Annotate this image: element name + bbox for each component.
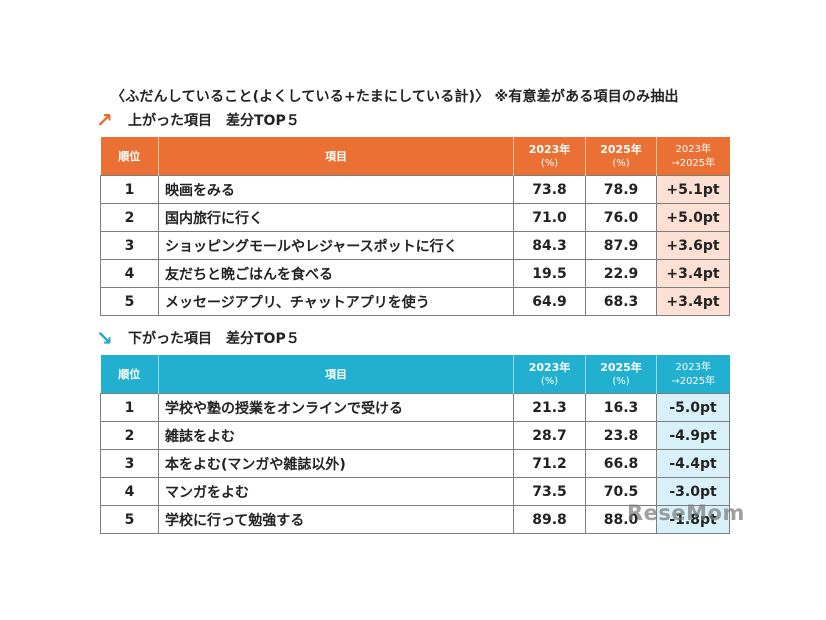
section-heading-down: ↘ 下がった項目 差分TOP５ (96, 326, 300, 350)
header-2025: 2025年 (%) (585, 355, 657, 394)
header-rank: 順位 (100, 137, 159, 176)
table-row: 3 ショッピングモールやレジャースポットに行く 84.3 87.9 +3.6pt (100, 231, 730, 260)
item-cell: 映画をみる (158, 175, 514, 204)
rank-cell: 2 (100, 421, 159, 450)
rank-cell: 1 (100, 175, 159, 204)
item-cell: 学校や塾の授業をオンラインで受ける (158, 393, 514, 422)
value-2023-cell: 21.3 (513, 393, 586, 422)
value-2025-cell: 23.8 (585, 421, 657, 450)
table-row: 4 友だちと晩ごはんを食べる 19.5 22.9 +3.4pt (100, 259, 730, 288)
header-diff: 2023年 →2025年 (656, 137, 730, 176)
header-item: 項目 (158, 355, 514, 394)
section-heading-up: ↗ 上がった項目 差分TOP５ (96, 108, 300, 132)
value-2025-cell: 87.9 (585, 231, 657, 260)
rank-cell: 4 (100, 477, 159, 506)
page-title: 〈ふだんしていること(よくしている+たまにしている計)〉 ※有意差がある項目のみ… (111, 89, 679, 105)
header-2025: 2025年 (%) (585, 137, 657, 176)
header-item: 項目 (158, 137, 514, 176)
diff-cell: -4.4pt (656, 449, 730, 478)
value-2025-cell: 22.9 (585, 259, 657, 288)
value-2025-cell: 68.3 (585, 287, 657, 316)
value-2023-cell: 84.3 (513, 231, 586, 260)
header-2023: 2023年 (%) (513, 355, 586, 394)
table-row: 4 マンガをよむ 73.5 70.5 -3.0pt (100, 477, 730, 506)
section-title-up: 上がった項目 差分TOP５ (128, 113, 300, 129)
header-2023: 2023年 (%) (513, 137, 586, 176)
value-2023-cell: 71.0 (513, 203, 586, 232)
item-cell: メッセージアプリ、チャットアプリを使う (158, 287, 514, 316)
table-row: 1 映画をみる 73.8 78.9 +5.1pt (100, 175, 730, 204)
rank-cell: 3 (100, 231, 159, 260)
table-row: 3 本をよむ(マンガや雑誌以外) 71.2 66.8 -4.4pt (100, 449, 730, 478)
item-cell: 雑誌をよむ (158, 421, 514, 450)
item-cell: 本をよむ(マンガや雑誌以外) (158, 449, 514, 478)
diff-cell: +5.1pt (656, 175, 730, 204)
value-2023-cell: 73.5 (513, 477, 586, 506)
item-cell: 学校に行って勉強する (158, 505, 514, 534)
diff-cell: +3.6pt (656, 231, 730, 260)
item-cell: 国内旅行に行く (158, 203, 514, 232)
rank-cell: 4 (100, 259, 159, 288)
section-title-down: 下がった項目 差分TOP５ (128, 331, 300, 347)
table-row: 5 メッセージアプリ、チャットアプリを使う 64.9 68.3 +3.4pt (100, 287, 730, 316)
rank-cell: 5 (100, 505, 159, 534)
value-2023-cell: 89.8 (513, 505, 586, 534)
table-up: 順位 項目 2023年 (%) 2025年 (%) 2023年 →2025年 1 映画を… (100, 137, 730, 316)
value-2025-cell: 78.9 (585, 175, 657, 204)
value-2025-cell: 76.0 (585, 203, 657, 232)
item-cell: ショッピングモールやレジャースポットに行く (158, 231, 514, 260)
value-2023-cell: 28.7 (513, 421, 586, 450)
table-header-row: 順位 項目 2023年 (%) 2025年 (%) 2023年 →2025年 (100, 355, 730, 394)
diff-cell: -3.0pt (656, 477, 730, 506)
rank-cell: 3 (100, 449, 159, 478)
rank-cell: 5 (100, 287, 159, 316)
value-2025-cell: 66.8 (585, 449, 657, 478)
diff-cell: -5.0pt (656, 393, 730, 422)
table-down: 順位 項目 2023年 (%) 2025年 (%) 2023年 →2025年 1 学校や… (100, 355, 730, 534)
rank-cell: 2 (100, 203, 159, 232)
arrow-down-right-icon: ↘ (96, 326, 113, 350)
watermark-logo: ReseMom (627, 501, 745, 525)
table-row: 5 学校に行って勉強する 89.8 88.0 -1.8pt (100, 505, 730, 534)
table-row: 2 国内旅行に行く 71.0 76.0 +5.0pt (100, 203, 730, 232)
table-row: 2 雑誌をよむ 28.7 23.8 -4.9pt (100, 421, 730, 450)
value-2023-cell: 71.2 (513, 449, 586, 478)
rank-cell: 1 (100, 393, 159, 422)
diff-cell: -1.8pt (656, 505, 730, 534)
arrow-up-right-icon: ↗ (96, 108, 113, 132)
item-cell: マンガをよむ (158, 477, 514, 506)
table-row: 1 学校や塾の授業をオンラインで受ける 21.3 16.3 -5.0pt (100, 393, 730, 422)
diff-cell: +5.0pt (656, 203, 730, 232)
value-2023-cell: 64.9 (513, 287, 586, 316)
diff-cell: -4.9pt (656, 421, 730, 450)
header-diff: 2023年 →2025年 (656, 355, 730, 394)
value-2025-cell: 16.3 (585, 393, 657, 422)
value-2023-cell: 73.8 (513, 175, 586, 204)
value-2025-cell: 88.0 (585, 505, 657, 534)
value-2023-cell: 19.5 (513, 259, 586, 288)
diff-cell: +3.4pt (656, 287, 730, 316)
table-header-row: 順位 項目 2023年 (%) 2025年 (%) 2023年 →2025年 (100, 137, 730, 176)
header-rank: 順位 (100, 355, 159, 394)
item-cell: 友だちと晩ごはんを食べる (158, 259, 514, 288)
diff-cell: +3.4pt (656, 259, 730, 288)
